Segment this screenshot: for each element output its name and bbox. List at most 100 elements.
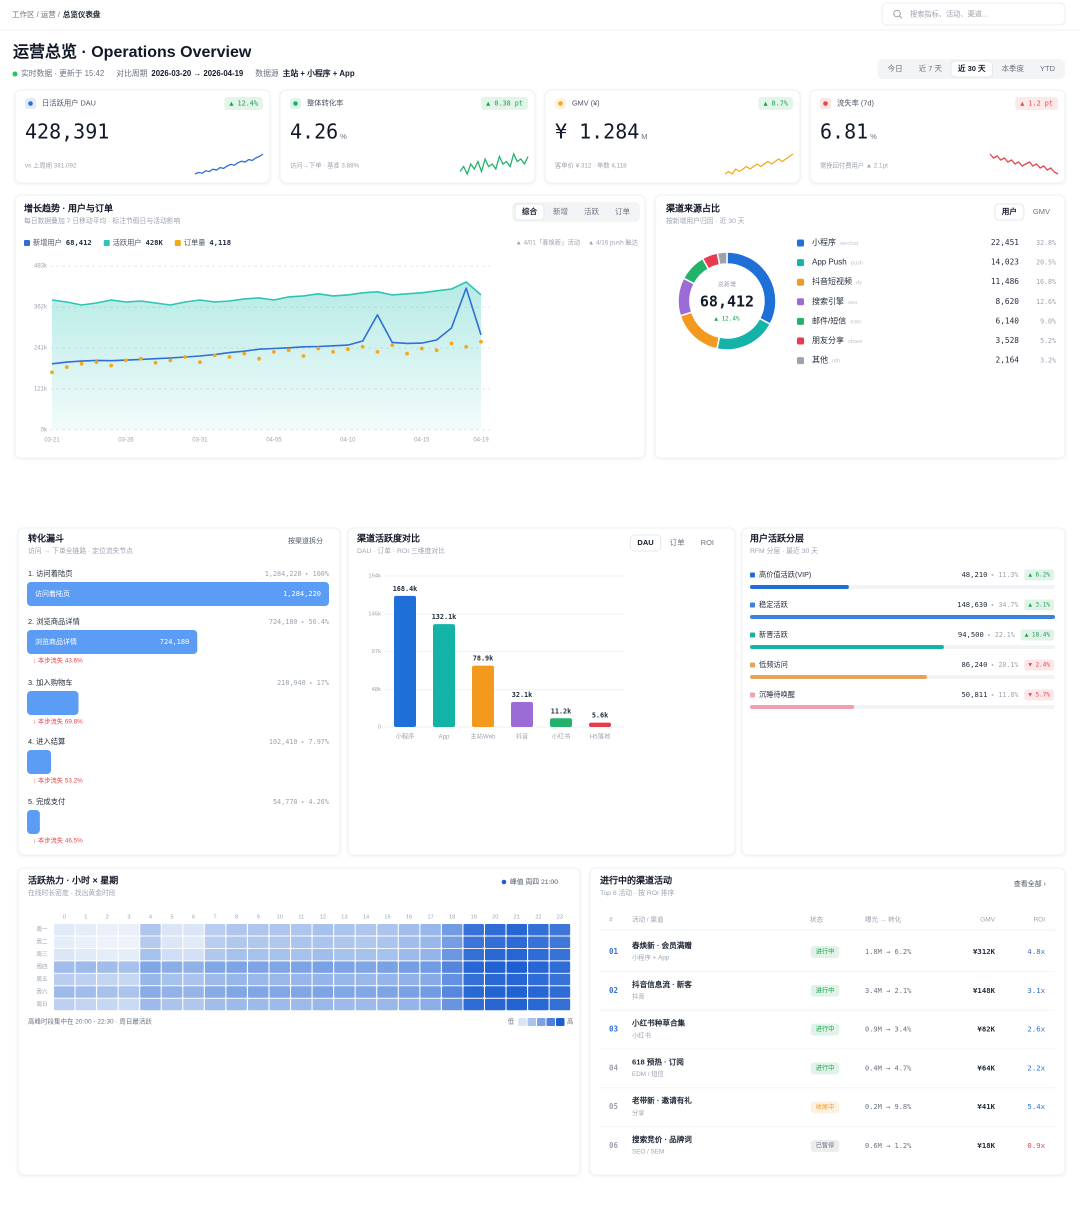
heat-cell — [269, 961, 290, 973]
y-tick-label: 97k — [372, 649, 381, 655]
funnel-drop: ↓ 本步流失 53.2% — [33, 776, 83, 785]
campaign-name: 小红书种草合集 — [631, 1018, 686, 1028]
tab[interactable]: 综合 — [522, 206, 537, 216]
kpi-icon — [823, 101, 828, 106]
tab[interactable]: 订单 — [670, 537, 685, 547]
kpi-change: ▲ 0.38 pt — [486, 100, 523, 108]
tab[interactable]: ROI — [701, 538, 714, 547]
heat-cell — [183, 998, 204, 1011]
tab[interactable]: DAU — [637, 538, 653, 547]
legend-label: 新增用户 — [33, 238, 62, 247]
bar — [433, 624, 455, 727]
campaign-name: 抖音信息流 · 新客 — [632, 979, 692, 989]
tab[interactable]: 用户 — [1002, 206, 1017, 216]
heat-cell — [528, 936, 549, 948]
x-tick-label: 主站Web — [471, 733, 497, 741]
tab[interactable]: GMV — [1033, 207, 1050, 216]
kpi-change-badge — [758, 97, 793, 110]
heat-cell — [161, 961, 183, 973]
heat-cell — [377, 986, 398, 998]
heat-cell — [247, 948, 269, 961]
tab[interactable]: 今日 — [888, 63, 903, 73]
heat-cell — [377, 924, 398, 936]
card-title: 渠道活跃度对比 — [356, 532, 420, 543]
channel-label: 邮件/短信 edm — [812, 316, 862, 326]
channel-value: 22,451 — [991, 238, 1019, 247]
reach: 0.2M → 9.8% — [865, 1103, 912, 1111]
heat-cell — [291, 948, 312, 961]
heat-cell — [441, 924, 463, 936]
rank: 01 — [609, 947, 619, 956]
heat-cell — [291, 986, 312, 998]
view-all-link[interactable]: 查看全部 › — [1014, 879, 1047, 888]
status-pill: 进行中 — [816, 948, 835, 956]
action-button[interactable]: 按渠道拆分 — [288, 536, 323, 545]
channel-tag: wechat — [839, 241, 859, 247]
tab[interactable]: 新增 — [553, 206, 568, 216]
campaign-name: 春焕新 · 会员满赠 — [632, 940, 692, 950]
roi: 0.9x — [1027, 1141, 1045, 1150]
card-title: 转化漏斗 — [28, 532, 64, 543]
reach: 3.4M → 2.1% — [865, 987, 912, 995]
order-dot — [375, 350, 380, 354]
heat-cell — [355, 998, 377, 1011]
funnel-bar-value: 1,284,220 — [283, 590, 321, 598]
tab[interactable]: 本季度 — [1002, 63, 1025, 73]
heat-cell — [334, 948, 355, 961]
order-dot — [94, 360, 99, 364]
heat-cell — [485, 924, 506, 936]
separator-dot — [301, 621, 304, 623]
card-title: 渠道来源占比 — [665, 202, 720, 213]
heat-cell — [75, 998, 97, 1011]
kpi-change-badge — [224, 97, 263, 110]
tier-change-badge — [1024, 599, 1054, 611]
legend-swatch — [750, 572, 755, 578]
heat-cell — [247, 961, 269, 973]
separator-dot — [305, 573, 308, 575]
heat-cell — [506, 998, 528, 1011]
channel-value: 3,528 — [996, 336, 1020, 345]
bar-value-label: 168.4k — [393, 585, 418, 593]
heat-cell — [140, 936, 161, 948]
campaign-channel: 小红书 — [632, 1030, 651, 1039]
heat-cell — [377, 948, 398, 961]
heat-cell — [334, 924, 355, 936]
card — [544, 89, 801, 184]
bar — [472, 665, 494, 727]
x-tick-label: 12 — [320, 914, 326, 920]
order-dot — [434, 348, 439, 353]
kpi-icon — [558, 101, 563, 106]
funnel-bar-label: 访问着陆页 — [35, 589, 70, 598]
rank: 06 — [609, 1141, 619, 1150]
tier-share: 11.8% — [998, 691, 1018, 699]
channel-tag: edm — [850, 319, 861, 325]
legend-value: 68,412 — [66, 238, 92, 247]
legend-swatch — [750, 692, 755, 698]
tab[interactable]: YTD — [1040, 64, 1056, 73]
channel-tag: push — [851, 260, 864, 266]
tab[interactable]: 近 30 天 — [958, 63, 986, 73]
channel-name: App Push — [812, 258, 847, 267]
search-box[interactable] — [881, 2, 1066, 26]
bar — [511, 702, 533, 727]
heat-cell — [226, 948, 247, 961]
tier-name: 稳定活跃 — [759, 600, 788, 609]
tier-change: ▲ 6.2% — [1028, 572, 1050, 579]
heat-cell — [312, 973, 334, 986]
heat-cell — [118, 924, 140, 936]
order-dot — [345, 347, 350, 352]
tab[interactable]: 活跃 — [584, 206, 599, 216]
x-tick-label: 20 — [492, 914, 498, 920]
x-tick-label: 3 — [127, 914, 130, 920]
tab[interactable]: 订单 — [615, 206, 630, 216]
card — [17, 527, 341, 856]
card — [589, 867, 1066, 1176]
funnel-step: 3. 加入购物车 — [28, 678, 73, 687]
column-header: ROI — [1033, 917, 1045, 924]
heat-cell — [485, 961, 506, 973]
channel-share: 16.8% — [1036, 278, 1056, 286]
y-tick-label: 0 — [378, 725, 381, 731]
channel-tag: seo — [848, 299, 857, 305]
funnel-drop: ↓ 本步流失 46.5% — [33, 836, 83, 845]
tab[interactable]: 近 7 天 — [919, 63, 943, 73]
